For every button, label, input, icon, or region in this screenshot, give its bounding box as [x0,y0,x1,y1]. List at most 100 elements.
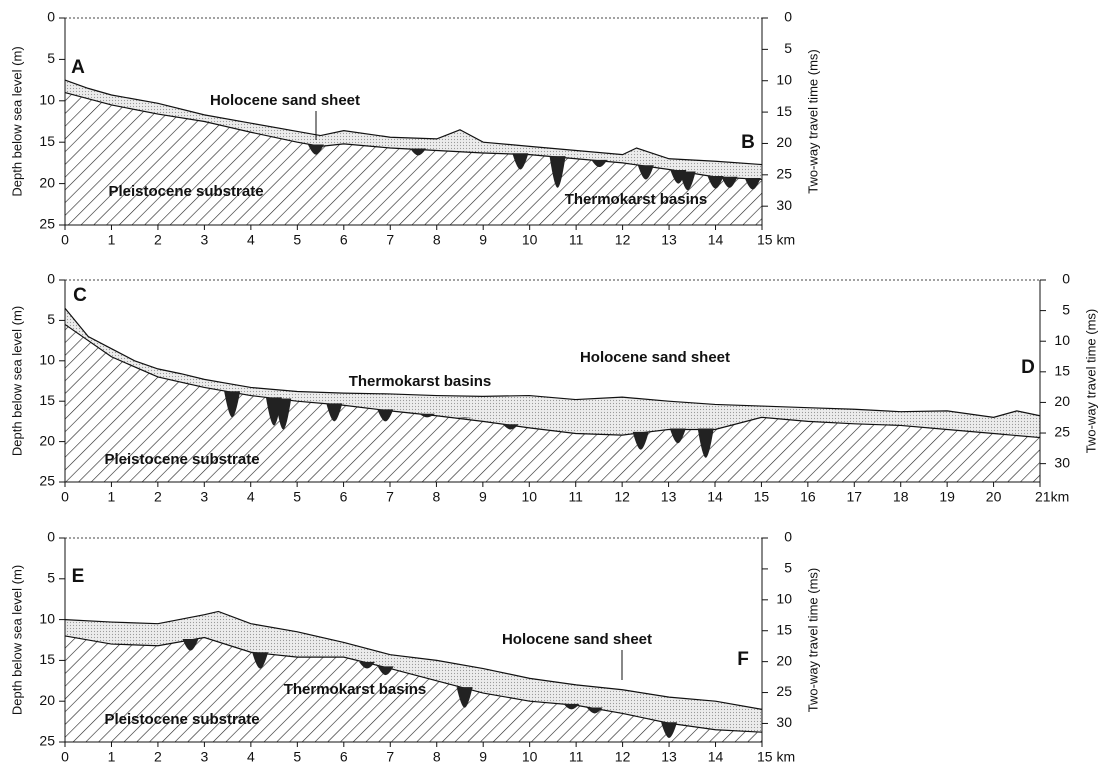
y-tick-label: 25 [39,216,55,232]
x-tick-label: 2 [154,489,162,505]
y-tick-label: 5 [47,311,55,327]
x-tick-label: 20 [986,489,1002,505]
x-tick-label: 13 [661,489,677,505]
annotation: B [741,132,755,153]
x-tick-label: 13 [661,749,677,765]
x-tick-label: 1 [108,489,116,505]
x-tick-label: 10 [522,749,538,765]
thermokarst-basin [410,148,427,156]
x-tick-label: 4 [247,489,255,505]
thermokarst-basin [456,687,473,708]
y2-tick-label: 30 [1054,454,1070,470]
thermokarst-basin [591,159,608,168]
x-tick-label: 5 [293,749,301,765]
y-tick-label: 5 [47,570,55,586]
y2-tick-label: 15 [776,103,792,119]
thermokarst-basin [275,398,292,430]
y2-tick-label: 20 [1054,393,1070,409]
x-tick-label: 6 [340,749,348,765]
x-tick-label: 10 [521,489,537,505]
x-tick-label: 17 [846,489,862,505]
y-tick-label: 15 [39,392,55,408]
sand-area [65,80,762,180]
y2-tick-label: 20 [776,134,792,150]
x-tick-label: 8 [433,749,441,765]
x-tick-label: 12 [614,489,630,505]
x-tick-label: 3 [200,489,208,505]
x-tick-label: 14 [707,489,723,505]
y2-tick-label: 5 [784,560,792,576]
thermokarst-basin [224,391,241,418]
annotation: Thermokarst basins [565,191,708,208]
thermokarst-basin [456,417,473,419]
y2-tick-label: 20 [776,652,792,668]
y-tick-label: 15 [39,133,55,149]
annotation: E [72,566,85,587]
x-tick-label: 5 [293,489,301,505]
x-tick-label: 1 [108,232,116,248]
y2-tick-label: 30 [776,714,792,730]
thermokarst-basin [679,171,696,191]
x-tick-label: 9 [479,489,487,505]
x-tick-label: 5 [293,232,301,248]
y2-tick-label: 10 [1054,332,1070,348]
x-tick-label: 3 [201,749,209,765]
y-tick-label: 10 [39,352,55,368]
y-tick-label: 20 [39,432,55,448]
thermokarst-basin [637,165,654,180]
y2-tick-label: 0 [784,529,792,545]
y-axis-label: Depth below sea level (m) [9,306,24,456]
x-tick-label: 0 [61,749,69,765]
thermokarst-basin [377,409,394,422]
thermokarst-basin [669,428,686,444]
thermokarst-basin [252,652,269,669]
substrate-line [64,91,763,181]
x-tick-label: 13 [661,232,677,248]
x-tick-label: 8 [433,489,441,505]
y-tick-label: 0 [47,9,55,25]
thermokarst-basin [419,413,436,418]
annotation: Thermokarst basins [349,373,492,390]
annotation: Holocene sand sheet [502,631,652,648]
thermokarst-basin [697,428,714,458]
x-tick-label: 7 [386,232,394,248]
y-tick-label: 15 [39,651,55,667]
thermokarst-basin [586,707,603,714]
substrate-area [65,92,762,226]
x-tick-label: 11 [569,749,584,765]
y-tick-label: 20 [39,692,55,708]
annotation: Thermokarst basins [284,681,427,698]
y2-tick-label: 25 [776,166,792,182]
y2-tick-label: 10 [776,71,792,87]
thermokarst-basin [502,424,519,430]
x-tick-label: 0 [61,232,69,248]
y2-tick-label: 10 [776,591,792,607]
y2-tick-label: 15 [776,621,792,637]
y-tick-label: 0 [47,529,55,545]
sand-area [65,308,1040,438]
annotation: D [1021,357,1035,378]
y2-axis-label: Two-way travel time (ms) [805,49,820,193]
x-tick-label: 9 [479,749,487,765]
thermokarst-basin [182,639,199,651]
x-tick-label: 2 [154,749,162,765]
thermokarst-basin [744,177,761,190]
thermokarst-basin [307,144,324,155]
x-tick-label: 15 km [757,749,795,765]
annotation: F [737,649,749,670]
x-tick-label: 19 [939,489,955,505]
thermokarst-basin [721,176,738,188]
x-tick-label: 10 [522,232,538,248]
x-tick-label: 7 [386,489,394,505]
annotation: Pleistocene substrate [104,711,259,728]
y-tick-label: 25 [39,733,55,749]
thermokarst-basin [549,156,566,188]
thermokarst-basin [707,175,724,189]
x-tick-label: 2 [154,232,162,248]
y-tick-label: 0 [47,271,55,287]
y2-tick-label: 5 [784,40,792,56]
x-tick-label: 14 [708,749,724,765]
x-tick-label: 11 [569,232,584,248]
x-tick-label: 4 [247,232,255,248]
